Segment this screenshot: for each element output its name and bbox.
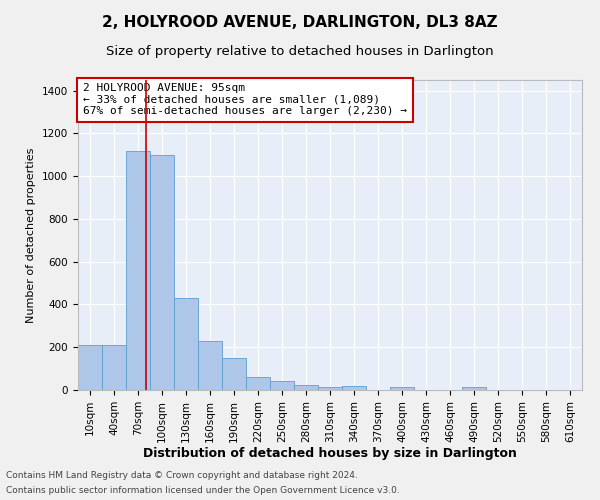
X-axis label: Distribution of detached houses by size in Darlington: Distribution of detached houses by size … — [143, 448, 517, 460]
Y-axis label: Number of detached properties: Number of detached properties — [26, 148, 37, 322]
Text: Contains public sector information licensed under the Open Government Licence v3: Contains public sector information licen… — [6, 486, 400, 495]
Bar — [391, 387, 413, 390]
Text: 2 HOLYROOD AVENUE: 95sqm
← 33% of detached houses are smaller (1,089)
67% of sem: 2 HOLYROOD AVENUE: 95sqm ← 33% of detach… — [83, 83, 407, 116]
Bar — [319, 387, 341, 390]
Bar — [127, 150, 149, 390]
Bar — [343, 386, 365, 390]
Bar — [223, 358, 245, 390]
Bar — [79, 345, 101, 390]
Text: Contains HM Land Registry data © Crown copyright and database right 2024.: Contains HM Land Registry data © Crown c… — [6, 471, 358, 480]
Bar — [175, 298, 197, 390]
Bar — [103, 345, 125, 390]
Bar — [199, 341, 221, 390]
Bar — [463, 387, 485, 390]
Text: Size of property relative to detached houses in Darlington: Size of property relative to detached ho… — [106, 45, 494, 58]
Bar — [247, 377, 269, 390]
Text: 2, HOLYROOD AVENUE, DARLINGTON, DL3 8AZ: 2, HOLYROOD AVENUE, DARLINGTON, DL3 8AZ — [102, 15, 498, 30]
Bar — [271, 382, 293, 390]
Bar — [151, 155, 173, 390]
Bar — [295, 384, 317, 390]
